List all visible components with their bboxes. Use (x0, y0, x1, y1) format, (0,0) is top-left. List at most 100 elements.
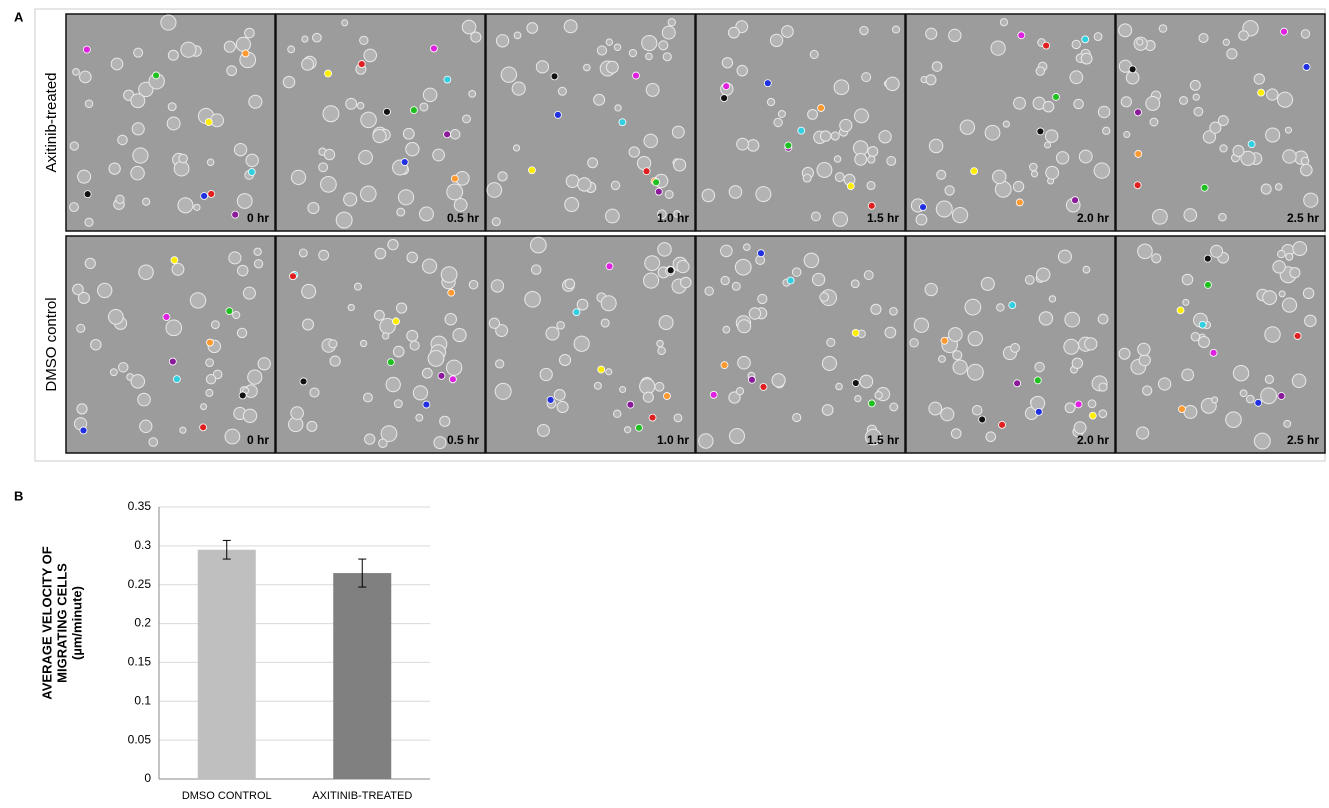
tracked-cell (206, 339, 213, 346)
tracked-cell (1255, 399, 1262, 406)
cell (677, 261, 689, 273)
time-label: 0.5 hr (447, 211, 479, 225)
cell (662, 26, 675, 39)
cell (808, 109, 818, 119)
cell (606, 61, 618, 73)
cell (118, 135, 128, 145)
cell (936, 201, 952, 217)
cell (887, 157, 896, 166)
cell (1210, 245, 1222, 257)
cell (606, 209, 620, 223)
cell (554, 390, 565, 401)
cell (1283, 150, 1296, 163)
cell (237, 265, 248, 276)
cell (512, 82, 525, 95)
cell (445, 313, 456, 324)
tracked-cell (444, 76, 451, 83)
cell (993, 170, 1006, 183)
cell (606, 39, 612, 45)
cell (855, 153, 867, 165)
cell (916, 214, 927, 225)
cell (1049, 296, 1055, 302)
cell (601, 319, 609, 327)
cell (1121, 97, 1131, 107)
tracked-cell (785, 142, 792, 149)
cell (1190, 80, 1200, 90)
cell (1254, 74, 1264, 84)
tracked-cell (1177, 307, 1184, 314)
tracked-cell (1201, 184, 1208, 191)
cell (868, 147, 878, 157)
tracked-cell (410, 107, 417, 114)
tracked-cell (632, 72, 639, 79)
y-tick-label: 0.3 (134, 538, 151, 552)
cell (782, 26, 794, 38)
cell (1292, 374, 1306, 388)
tracked-cell (643, 168, 650, 175)
cell (1030, 163, 1038, 171)
cell (77, 404, 87, 414)
cell (721, 276, 729, 284)
cell (1072, 358, 1082, 368)
tracked-cell (1089, 412, 1096, 419)
cell (207, 159, 214, 166)
cell (743, 244, 750, 251)
cell (577, 299, 588, 310)
cell (324, 149, 334, 159)
cell (454, 199, 467, 212)
time-label: 2.5 hr (1287, 211, 1319, 225)
cell (868, 156, 875, 163)
cell (811, 212, 820, 221)
tracked-cell (847, 183, 854, 190)
cell (1233, 366, 1248, 381)
cell (245, 28, 255, 38)
tracked-cell (1281, 28, 1288, 35)
cell (413, 386, 427, 400)
tracked-cell (358, 61, 365, 68)
cell (892, 26, 899, 33)
cell (879, 131, 891, 143)
cell (1301, 157, 1308, 164)
cell (374, 310, 384, 320)
cell (77, 324, 85, 332)
cell (981, 277, 994, 290)
tracked-cell (1178, 406, 1185, 413)
cell (1152, 209, 1167, 224)
panel-label: A (14, 9, 24, 24)
cell (492, 218, 500, 226)
cell (237, 328, 246, 337)
tracked-cell (1204, 255, 1211, 262)
micrograph (696, 236, 905, 453)
cell (501, 67, 516, 82)
cell (674, 159, 686, 171)
cell (172, 263, 184, 275)
tracked-cell (325, 70, 332, 77)
panel-label: B (14, 488, 23, 503)
cell (407, 252, 418, 263)
tracked-cell (300, 378, 307, 385)
cell (131, 375, 145, 389)
cell (237, 194, 252, 209)
cell (747, 140, 759, 152)
cell (1282, 298, 1296, 312)
cell (360, 340, 366, 346)
cell (254, 260, 262, 268)
cell (1226, 412, 1242, 428)
tracked-cell (573, 309, 580, 316)
cell (1301, 30, 1309, 38)
cell (1286, 253, 1293, 260)
tracked-cell (667, 267, 674, 274)
tracked-cell (1082, 36, 1089, 43)
cell (822, 405, 833, 416)
cell (564, 20, 577, 33)
cell (397, 208, 405, 216)
cell (1146, 97, 1160, 111)
cell (655, 382, 664, 391)
cell (447, 184, 463, 200)
cell (867, 181, 875, 189)
cell (359, 151, 373, 165)
tracked-cell (1303, 63, 1310, 70)
tracked-cell (1075, 401, 1082, 408)
cell (949, 29, 961, 41)
cell (91, 340, 101, 350)
